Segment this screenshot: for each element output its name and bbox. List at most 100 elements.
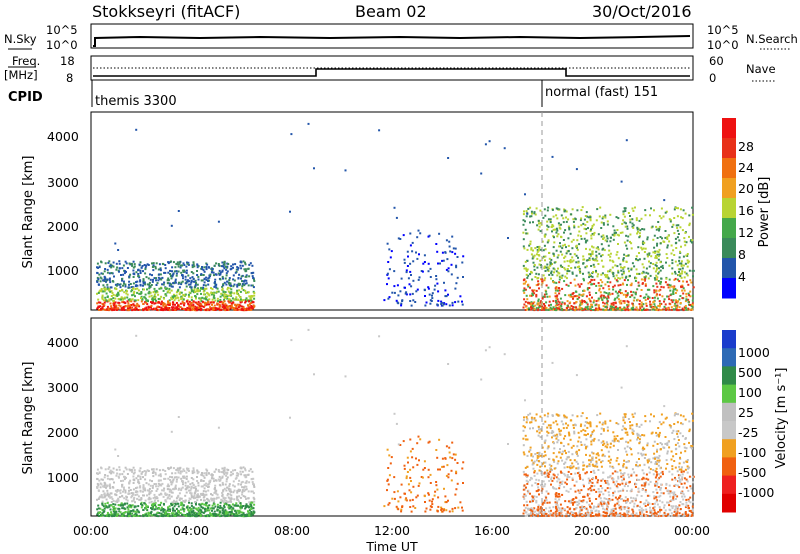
power-cell [677,224,680,227]
velocity-cell [220,515,223,517]
velocity-cell [431,500,433,503]
velocity-cell [140,503,142,506]
power-cell [622,257,625,260]
power-cell [232,266,234,269]
power-cell [151,274,153,277]
velocity-cell [570,501,573,504]
power-cell [221,287,224,290]
power-cell [216,302,219,305]
power-cell [539,301,542,304]
power-cell [197,304,200,307]
power-cell [387,261,390,263]
power-cell [232,285,235,288]
power-cell [683,237,686,240]
power-cell [139,272,142,274]
power-cbar-segment [722,158,736,179]
velocity-cell [247,497,250,500]
velocity-cell [429,482,432,484]
velocity-cell [192,478,195,481]
velocity-cell [186,485,189,488]
velocity-cell [440,509,443,511]
power-cell [557,308,560,311]
velocity-cell [225,510,228,513]
velocity-cell [244,475,247,478]
power-cell [248,263,251,266]
power-cell [206,292,209,295]
velocity-cell [162,508,165,510]
power-cell [653,234,656,237]
power-cell [240,261,243,264]
power-cell [131,294,134,297]
power-cell [597,273,600,276]
velocity-cell [164,499,167,502]
velocity-cell [106,474,109,477]
power-cell [121,267,124,270]
power-cell [570,308,572,311]
power-cell [665,309,668,311]
power-cell [106,287,109,290]
power-cell [681,289,684,292]
power-cell [156,291,159,294]
power-cell [215,262,218,265]
power-cell [591,272,594,275]
velocity-cell [436,510,439,512]
velocity-cell [170,483,173,486]
power-cell [142,308,145,311]
power-cell [687,301,690,304]
power-cell [620,269,623,272]
velocity-cell [202,499,205,502]
power-cell [571,260,574,263]
power-cell [597,233,600,236]
velocity-cell [677,480,680,482]
power-cell [645,304,648,307]
power-cell [617,277,620,280]
velocity-cell [97,504,100,507]
power-cell [633,296,636,299]
velocity-cell [155,490,158,492]
power-cell [655,257,658,259]
power-cell [237,306,240,309]
power-cell [614,264,617,267]
power-cell [553,268,556,271]
power-cell [665,261,667,264]
power-cell [245,297,248,300]
power-cell [538,245,541,248]
velocity-cell [143,470,146,472]
velocity-cell [248,506,250,509]
power-cell [233,307,235,310]
power-cell [668,240,671,243]
velocity-cell [126,506,129,509]
velocity-cell [644,489,647,492]
velocity-cell [252,492,255,495]
velocity-cell [229,504,232,507]
velocity-cell [149,497,152,500]
power-cell [656,267,658,270]
power-cell [97,283,100,286]
power-cell [576,295,579,298]
power-cell [567,249,570,252]
power-cell [528,307,530,310]
power-cell [219,278,222,281]
velocity-cell [634,412,636,415]
power-cell [526,308,528,311]
power-cell [600,235,603,238]
velocity-cell [245,488,248,491]
power-yticks: 4000 3000 2000 1000 [47,129,79,278]
velocity-cell [236,474,239,477]
velocity-cell [108,494,111,497]
velocity-cell [152,484,154,487]
power-cell [684,300,687,303]
velocity-cell [131,504,134,507]
power-cell [677,274,680,276]
velocity-cell [664,509,667,512]
power-cell [250,272,253,275]
power-cell [240,277,242,280]
velocity-cell [167,485,170,488]
velocity-cell [162,495,165,498]
power-cell [569,295,572,298]
power-cell [395,299,398,302]
power-cell [681,297,684,300]
power-cell [662,286,665,289]
power-cell [679,295,682,297]
velocity-cell [194,489,197,492]
